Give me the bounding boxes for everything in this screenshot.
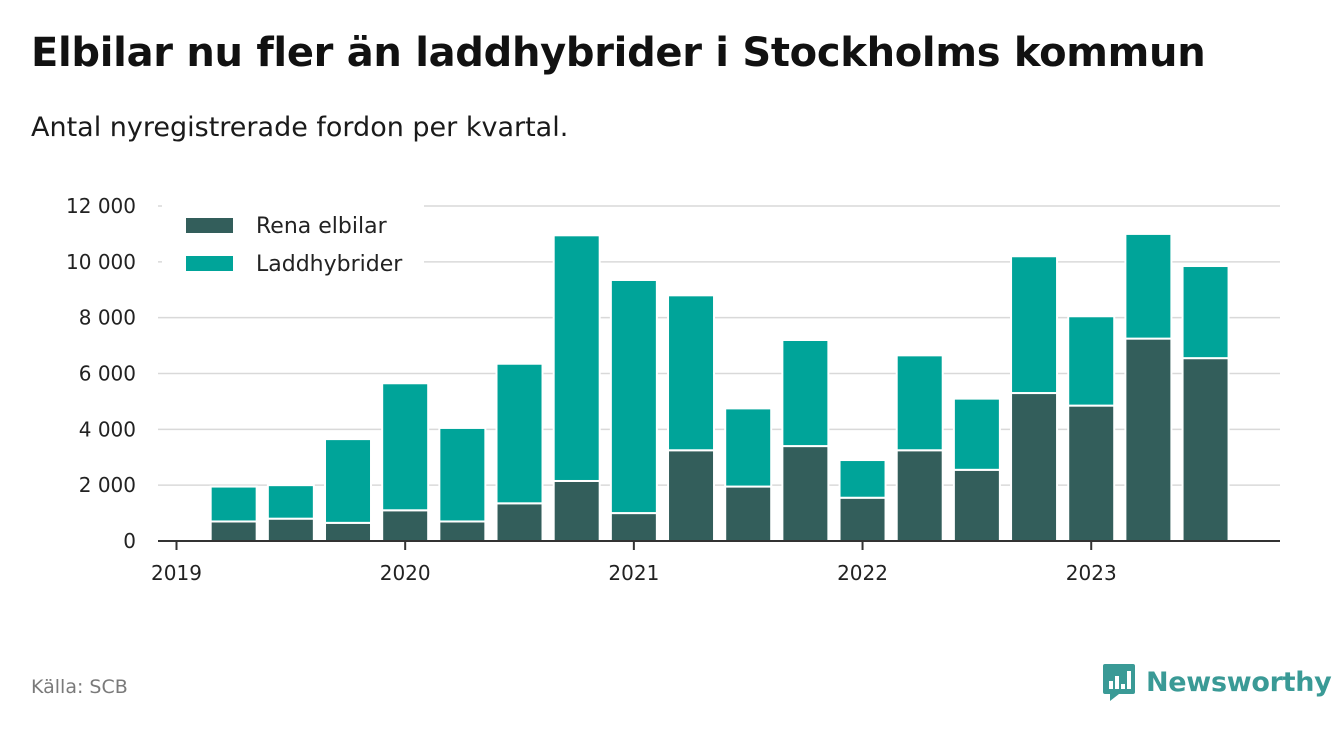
bar-segment-rena-elbilar [381,509,430,542]
bar-segment-rena-elbilar [552,479,601,542]
y-tick-label: 12 000 [66,194,136,218]
bar-segment-rena-elbilar [266,517,315,543]
y-tick-label: 4 000 [79,417,136,441]
bar-segment-laddhybrider [895,354,944,452]
bar-segment-rena-elbilar [1010,392,1059,542]
bar-segment-laddhybrider [1067,315,1116,407]
bar-segment-rena-elbilar [781,445,830,543]
bar-segment-laddhybrider [324,438,373,524]
legend-label-laddhybrider: Laddhybrider [256,252,403,277]
bar-segment-laddhybrider [1124,232,1173,340]
x-tick-label: 2021 [608,561,659,585]
newsworthy-logo-icon [1103,664,1135,701]
bar-segment-laddhybrider [209,485,258,523]
bar-segment-rena-elbilar [952,468,1001,542]
bar-segment-rena-elbilar [724,485,773,542]
bar-segment-laddhybrider [952,397,1001,471]
bar-segment-laddhybrider [1181,265,1230,360]
bar-segment-rena-elbilar [495,502,544,542]
bar-segment-laddhybrider [438,426,487,523]
x-tick-label: 2019 [151,561,202,585]
bar-segment-rena-elbilar [1181,357,1230,543]
bar-segment-rena-elbilar [1067,404,1116,542]
bar-segment-rena-elbilar [324,521,373,543]
chart-subtitle: Antal nyregistrerade fordon per kvartal. [31,112,569,143]
x-tick-label: 2022 [837,561,888,585]
bar-segment-rena-elbilar [609,512,658,542]
legend-swatch-laddhybrider [186,256,233,271]
y-tick-label: 6 000 [79,362,136,386]
bar-segment-rena-elbilar [209,520,258,542]
source-note: Källa: SCB [31,676,128,698]
bar-segment-laddhybrider [838,459,887,499]
legend-background [162,203,424,287]
y-tick-label: 0 [123,529,136,553]
bar-segment-rena-elbilar [438,520,487,542]
bar-segment-laddhybrider [724,407,773,488]
bar-segment-laddhybrider [781,339,830,448]
y-tick-label: 2 000 [79,473,136,497]
x-tick-label: 2023 [1066,561,1117,585]
bar-segment-rena-elbilar [667,449,716,543]
y-tick-label: 8 000 [79,306,136,330]
y-tick-label: 10 000 [66,250,136,274]
chart-title: Elbilar nu fler än laddhybrider i Stockh… [31,30,1206,76]
bar-segment-rena-elbilar [838,496,887,542]
legend-swatch-rena-elbilar [186,218,233,233]
bar-segment-laddhybrider [266,484,315,520]
bar-segment-laddhybrider [609,278,658,515]
bar-segment-rena-elbilar [1124,337,1173,542]
bar-segment-laddhybrider [667,294,716,452]
brand-name: Newsworthy [1146,666,1332,698]
x-tick-label: 2020 [380,561,431,585]
bar-segment-laddhybrider [381,382,430,512]
bar-segment-rena-elbilar [895,449,944,543]
bar-segment-laddhybrider [552,234,601,482]
bar-segment-laddhybrider [495,362,544,505]
bar-segment-laddhybrider [1010,255,1059,395]
legend-label-rena-elbilar: Rena elbilar [256,214,388,239]
newsworthy-logo: Newsworthy [1102,662,1332,702]
